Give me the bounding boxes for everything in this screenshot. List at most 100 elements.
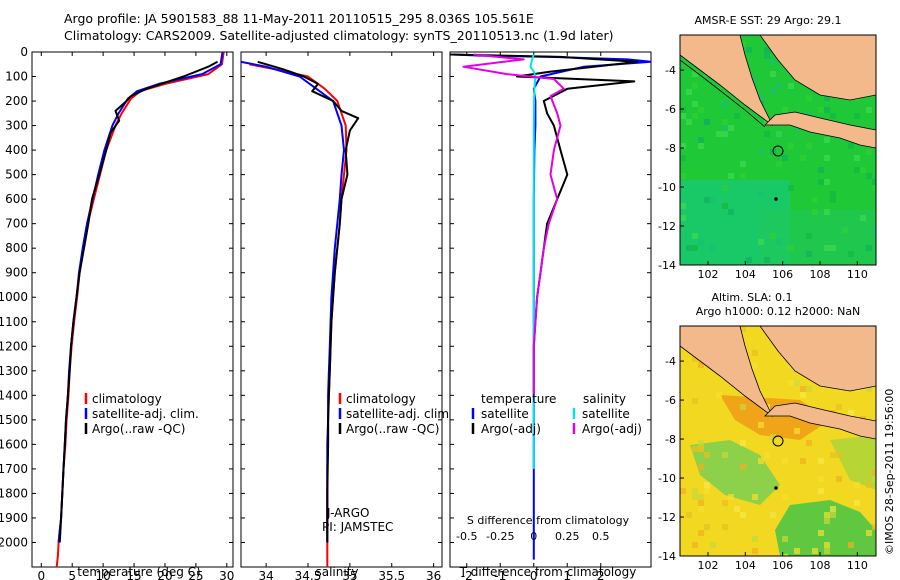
- speckle-cell: [692, 113, 698, 119]
- legend-label: Argo(-adj): [582, 422, 642, 436]
- java-land: [764, 111, 876, 149]
- speckle-cell: [740, 440, 746, 446]
- speckle-cell: [752, 362, 758, 368]
- speckle-cell: [752, 77, 758, 83]
- speckle-cell: [728, 173, 734, 179]
- speckle-cell: [824, 95, 830, 101]
- speckle-cell: [752, 548, 758, 554]
- speckle-cell: [692, 542, 698, 548]
- sst-south-region: [760, 210, 876, 265]
- speckle-cell: [722, 125, 728, 131]
- speckle-cell: [782, 107, 788, 113]
- map-y-tick-label: -14: [658, 259, 676, 272]
- speckle-cell: [788, 143, 794, 149]
- speckle-cell: [824, 512, 830, 518]
- depth-tick-label: 1500: [0, 413, 28, 427]
- speckle-cell: [692, 356, 698, 362]
- speckle-cell: [764, 131, 770, 137]
- speckle-cell: [818, 167, 824, 173]
- speckle-cell: [824, 209, 830, 215]
- x-tick-label: 2: [597, 569, 605, 580]
- speckle-cell: [776, 83, 782, 89]
- speckle-cell: [704, 482, 710, 488]
- header-line1: Argo profile: JA 5901583_88 11-May-2011 …: [64, 11, 534, 26]
- difference-legend: temperature salinitysatelliteArgo(-adj)sa…: [471, 392, 642, 436]
- speckle-cell: [794, 125, 800, 131]
- speckle-cell: [722, 101, 728, 107]
- speckle-cell: [758, 95, 764, 101]
- speckle-cell: [722, 131, 728, 137]
- speckle-cell: [704, 197, 710, 203]
- x-tick-label: 15: [126, 569, 141, 580]
- map-y-tick-label: -6: [665, 103, 676, 116]
- map-x-tick-label: 110: [847, 268, 868, 281]
- speckle-cell: [698, 239, 704, 245]
- x-tick-label: 34.5: [295, 569, 322, 580]
- speckle-cell: [680, 488, 686, 494]
- speckle-cell: [848, 251, 854, 257]
- speckle-cell: [854, 155, 860, 161]
- speckle-cell: [722, 524, 728, 530]
- depth-tick-label: 1600: [0, 437, 28, 451]
- map-y-tick-label: -12: [658, 220, 676, 233]
- borneo-land: [759, 35, 876, 101]
- speckle-cell: [758, 239, 764, 245]
- speckle-cell: [692, 233, 698, 239]
- speckle-cell: [872, 470, 876, 476]
- x-tick-label: 34: [258, 569, 273, 580]
- sla-java-land: [764, 402, 876, 440]
- speckle-cell: [818, 179, 824, 185]
- map-y-tick-label: -4: [665, 64, 676, 77]
- speckle-cell: [806, 143, 812, 149]
- speckle-cell: [728, 125, 734, 131]
- speckle-cell: [830, 197, 836, 203]
- sla-green-patch-east: [830, 435, 876, 490]
- map-y-tick-label: -10: [658, 181, 676, 194]
- speckle-cell: [824, 137, 830, 143]
- depth-tick-label: 1800: [0, 486, 28, 500]
- x-tick-label: 0: [37, 569, 45, 580]
- speckle-cell: [734, 506, 740, 512]
- speckle-cell: [692, 446, 698, 452]
- speckle-cell: [698, 506, 704, 512]
- difference-profiles: [450, 53, 651, 560]
- speckle-cell: [686, 245, 692, 251]
- depth-tick-label: 1100: [0, 315, 28, 329]
- speckle-cell: [698, 440, 704, 446]
- speckle-cell: [740, 173, 746, 179]
- s-tick-label: -0.25: [486, 530, 514, 543]
- speckle-cell: [824, 155, 830, 161]
- speckle-cell: [758, 191, 764, 197]
- speckle-cell: [698, 107, 704, 113]
- temperature-panel: 0100200300400500600700800900100011001200…: [0, 45, 234, 580]
- speckle-cell: [722, 452, 728, 458]
- speckle-cell: [680, 215, 686, 221]
- x-tick-label: 35.5: [378, 569, 405, 580]
- speckle-cell: [824, 107, 830, 113]
- speckle-cell: [806, 251, 812, 257]
- sst-map: AMSR-E SST: 29 Argo: 29.1 102 104 106 108 11…: [658, 14, 877, 281]
- map-y-tick-label: -4: [665, 355, 676, 368]
- legend-label: satellite: [481, 407, 529, 421]
- speckle-cell: [680, 173, 686, 179]
- speckle-cell: [854, 167, 860, 173]
- speckle-cell: [860, 167, 866, 173]
- speckle-cell: [770, 59, 776, 65]
- speckle-cell: [770, 512, 776, 518]
- speckle-cell: [872, 227, 876, 233]
- speckle-cell: [770, 71, 776, 77]
- series-line-2: [58, 60, 218, 543]
- legend-label: Argo(-adj): [481, 422, 541, 436]
- map-x-tick-label: 110: [847, 559, 868, 572]
- speckle-cell: [854, 113, 860, 119]
- speckle-cell: [818, 476, 824, 482]
- sst-map-field: [680, 35, 876, 265]
- speckle-cell: [740, 41, 746, 47]
- speckle-cell: [824, 518, 830, 524]
- speckle-cell: [854, 500, 860, 506]
- map-y-tick-label: -8: [665, 142, 676, 155]
- sla-map-subtitle: Argo h1000: 0.12 h2000: NaN: [696, 305, 861, 318]
- x-tick-label: 0: [530, 569, 538, 580]
